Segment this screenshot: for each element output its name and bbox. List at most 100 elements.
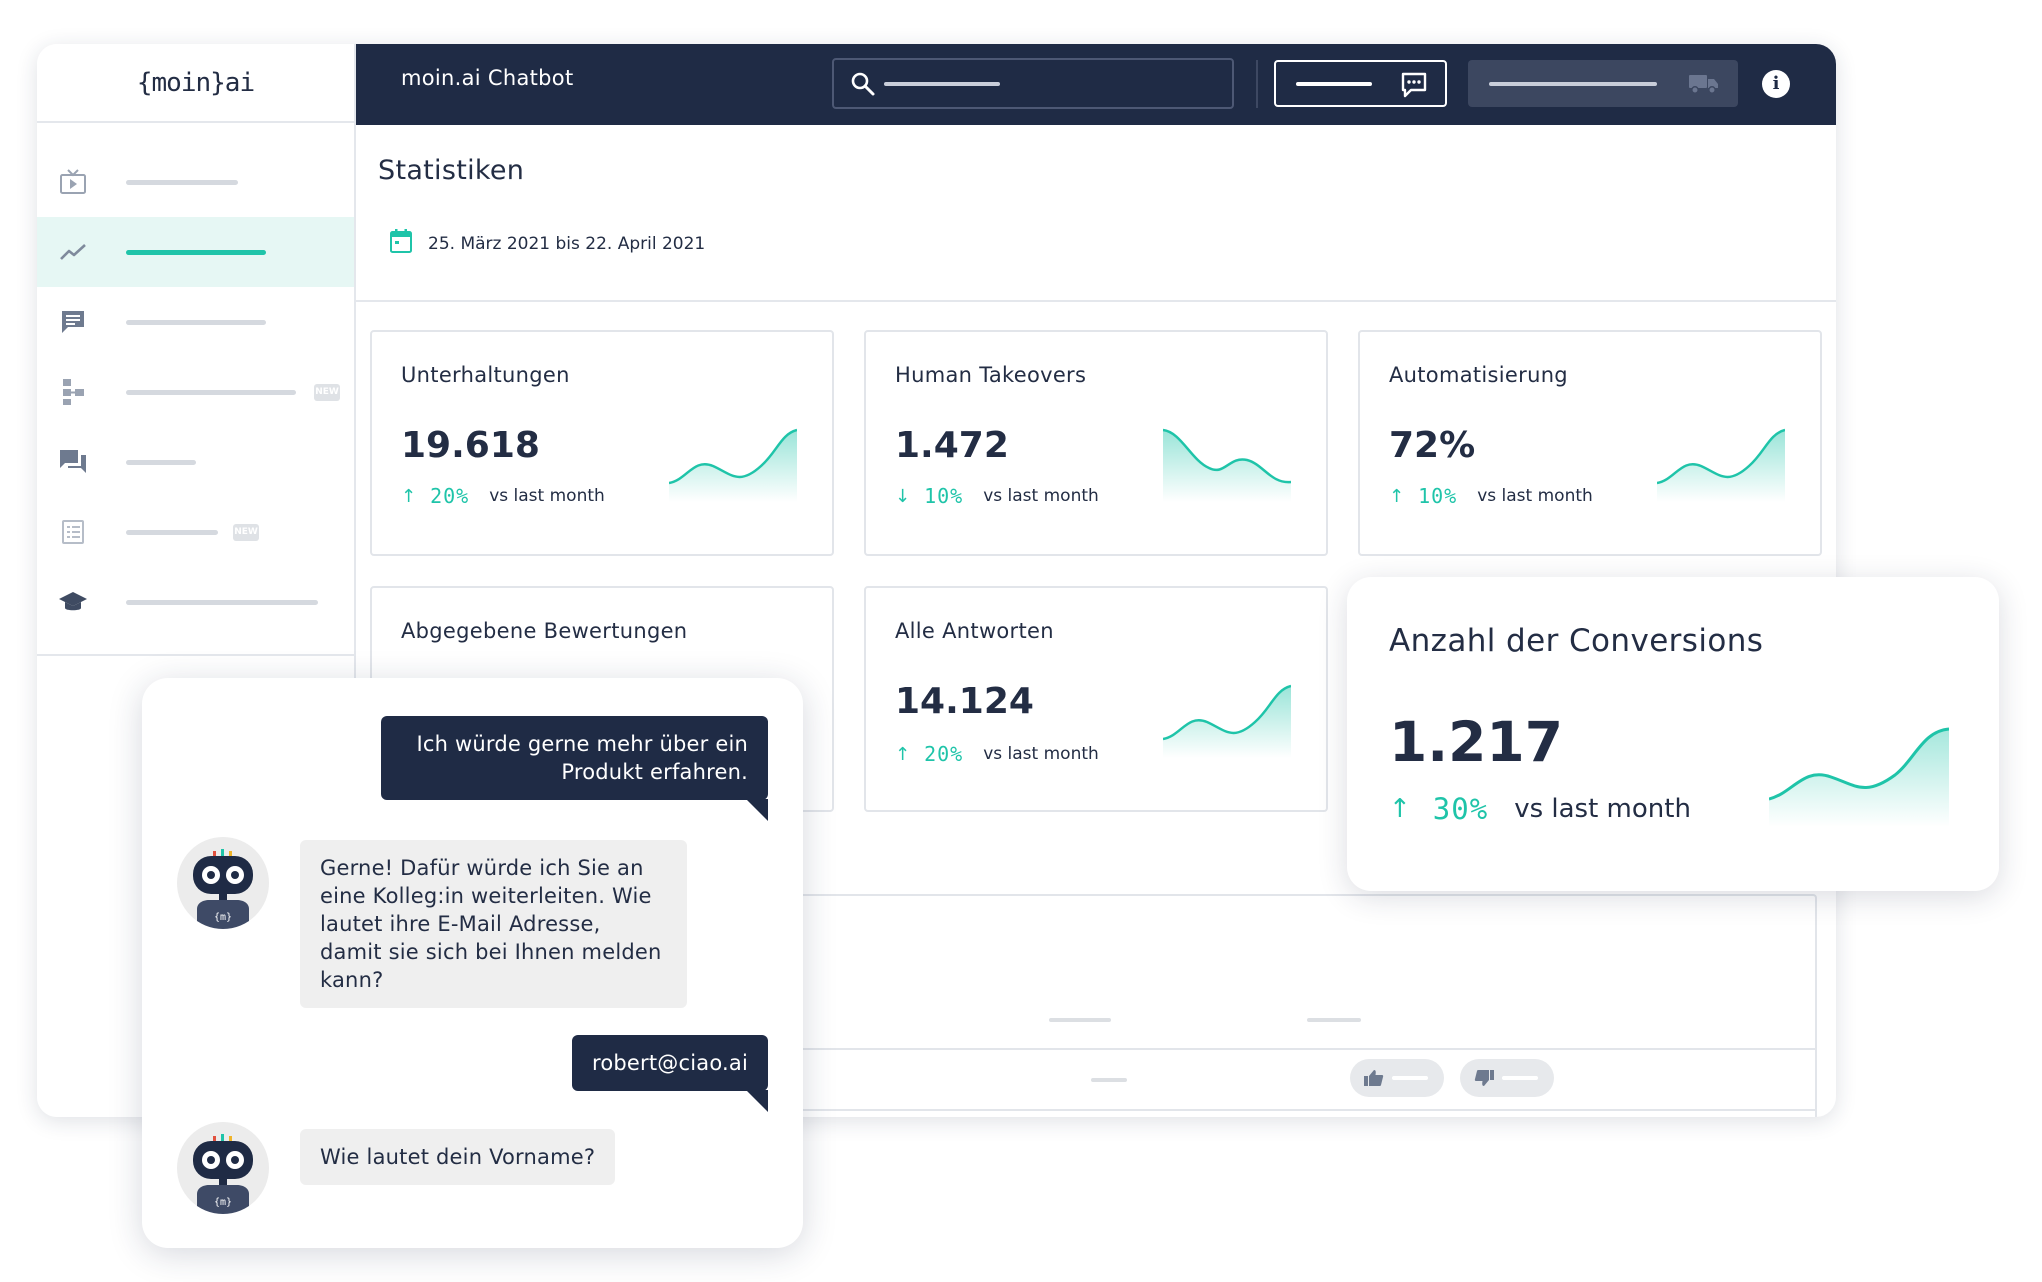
thumbs-up-button[interactable] (1350, 1059, 1444, 1097)
search-input[interactable] (832, 58, 1234, 109)
card-change: 10% (1418, 484, 1458, 508)
sparkline (1163, 428, 1291, 502)
card-trend: ↑ 20% vs last month (401, 484, 605, 508)
graduation-cap-icon (57, 586, 89, 618)
new-badge: NEW (314, 383, 340, 401)
thumbs-down-button[interactable] (1460, 1059, 1554, 1097)
page-title: Statistiken (378, 155, 525, 186)
sidebar-divider (37, 654, 354, 656)
sidebar-item-documents[interactable]: NEW (37, 497, 354, 567)
card-value: 72% (1389, 425, 1476, 466)
app-window: {moin}ai NEW (37, 44, 1836, 1117)
card-change: 20% (924, 742, 964, 766)
chat-button[interactable] (1274, 60, 1447, 107)
sidebar-label-placeholder (126, 389, 296, 395)
card-change: 10% (924, 484, 964, 508)
sidebar-item-academy[interactable] (37, 567, 354, 637)
calendar-icon (389, 228, 413, 259)
card-title: Anzahl der Conversions (1389, 623, 1764, 659)
delivery-status-button[interactable] (1468, 60, 1738, 107)
card-change: 20% (430, 484, 470, 508)
sidebar-item-overview[interactable] (37, 147, 354, 217)
trend-line-icon (57, 236, 89, 268)
thumbs-up-icon (1364, 1069, 1384, 1091)
conversions-card[interactable]: Anzahl der Conversions 1.217 ↑ 30% vs la… (1347, 577, 1999, 891)
card-trend: ↑ 20% vs last month (895, 742, 1099, 766)
card-value: 14.124 (895, 681, 1034, 722)
flow-tree-icon (57, 376, 89, 408)
bot-message: Gerne! Dafür würde ich Sie an eine Kolle… (300, 840, 687, 1008)
chat-button-label-line (1296, 82, 1372, 86)
arrow-up-icon: ↑ (895, 743, 911, 765)
sidebar-label-placeholder (126, 249, 266, 255)
stat-card-human-takeovers[interactable]: Human Takeovers 1.472 ↓ 10% vs last mont… (864, 330, 1328, 556)
card-value: 1.217 (1389, 710, 1563, 774)
card-trend: ↑ 30% vs last month (1389, 792, 1691, 826)
date-range-picker[interactable]: 25. März 2021 bis 22. April 2021 (389, 228, 705, 259)
bot-message: Wie lautet dein Vorname? (300, 1129, 616, 1185)
card-title: Unterhaltungen (401, 363, 570, 387)
card-comparison: vs last month (489, 486, 605, 506)
card-comparison: vs last month (1477, 486, 1593, 506)
header-divider (356, 300, 1836, 302)
table-row-divider (372, 1048, 1815, 1050)
tv-play-icon (57, 166, 89, 198)
chat-message-icon (57, 306, 89, 338)
arrow-up-icon: ↑ (401, 485, 417, 507)
card-value: 1.472 (895, 425, 1009, 466)
user-message: robert@ciao.ai (571, 1035, 769, 1112)
stat-card-automation[interactable]: Automatisierung 72% ↑ 10% vs last month (1358, 330, 1822, 556)
search-placeholder-line (884, 82, 1000, 86)
stat-card-all-answers[interactable]: Alle Antworten 14.124 ↑ 20% vs last mont… (864, 586, 1328, 812)
sparkline (1163, 684, 1291, 758)
sidebar-label-placeholder (126, 599, 318, 605)
arrow-down-icon: ↓ (895, 485, 911, 507)
bot-title: moin.ai Chatbot (401, 66, 574, 90)
table-cell-placeholder (1091, 1078, 1127, 1082)
delivery-label-line (1489, 82, 1657, 86)
sidebar-item-statistics[interactable] (37, 217, 354, 287)
card-comparison: vs last month (1514, 794, 1691, 824)
arrow-up-icon: ↑ (1389, 794, 1411, 824)
chat-bubble-icon (1400, 71, 1428, 103)
table-header-placeholder (1049, 1018, 1111, 1022)
truck-icon (1688, 72, 1720, 100)
sidebar: {moin}ai NEW (37, 44, 356, 1117)
sidebar-label-placeholder (126, 529, 218, 535)
card-trend: ↑ 10% vs last month (1389, 484, 1593, 508)
new-badge: NEW (233, 523, 259, 541)
sidebar-item-conversations[interactable] (37, 287, 354, 357)
rating-count-placeholder (1392, 1076, 1428, 1080)
chat-widget: Ich würde gerne mehr über ein Produkt er… (142, 678, 803, 1248)
app-logo[interactable]: {moin}ai (37, 44, 354, 123)
thumbs-down-icon (1474, 1069, 1494, 1091)
topbar-divider (1256, 60, 1258, 108)
card-change: 30% (1432, 792, 1489, 826)
sidebar-label-placeholder (126, 179, 238, 185)
card-title: Human Takeovers (895, 363, 1087, 387)
sidebar-label-placeholder (126, 459, 196, 465)
svg-text:{m}: {m} (214, 1197, 232, 1208)
card-title: Automatisierung (1389, 363, 1568, 387)
sidebar-item-forum[interactable] (37, 427, 354, 497)
table-header-placeholder (1307, 1018, 1361, 1022)
card-comparison: vs last month (983, 744, 1099, 764)
arrow-up-icon: ↑ (1389, 485, 1405, 507)
card-comparison: vs last month (983, 486, 1099, 506)
user-message: Ich würde gerne mehr über ein Produkt er… (381, 716, 768, 821)
card-title: Abgegebene Bewertungen (401, 619, 688, 643)
card-trend: ↓ 10% vs last month (895, 484, 1099, 508)
sparkline (1657, 428, 1785, 502)
sparkline (1769, 727, 1949, 827)
date-range-text: 25. März 2021 bis 22. April 2021 (428, 233, 706, 254)
info-icon[interactable]: i (1762, 70, 1790, 98)
sidebar-item-flows[interactable]: NEW (37, 357, 354, 427)
table-row-divider (372, 1109, 1815, 1111)
bot-avatar: {m} (177, 1122, 269, 1214)
stat-card-conversations[interactable]: Unterhaltungen 19.618 ↑ 20% vs last mont… (370, 330, 834, 556)
top-bar: moin.ai Chatbot i (356, 44, 1836, 125)
card-value: 19.618 (401, 425, 540, 466)
list-doc-icon (57, 516, 89, 548)
svg-text:{m}: {m} (214, 912, 232, 923)
bot-avatar: {m} (177, 837, 269, 929)
